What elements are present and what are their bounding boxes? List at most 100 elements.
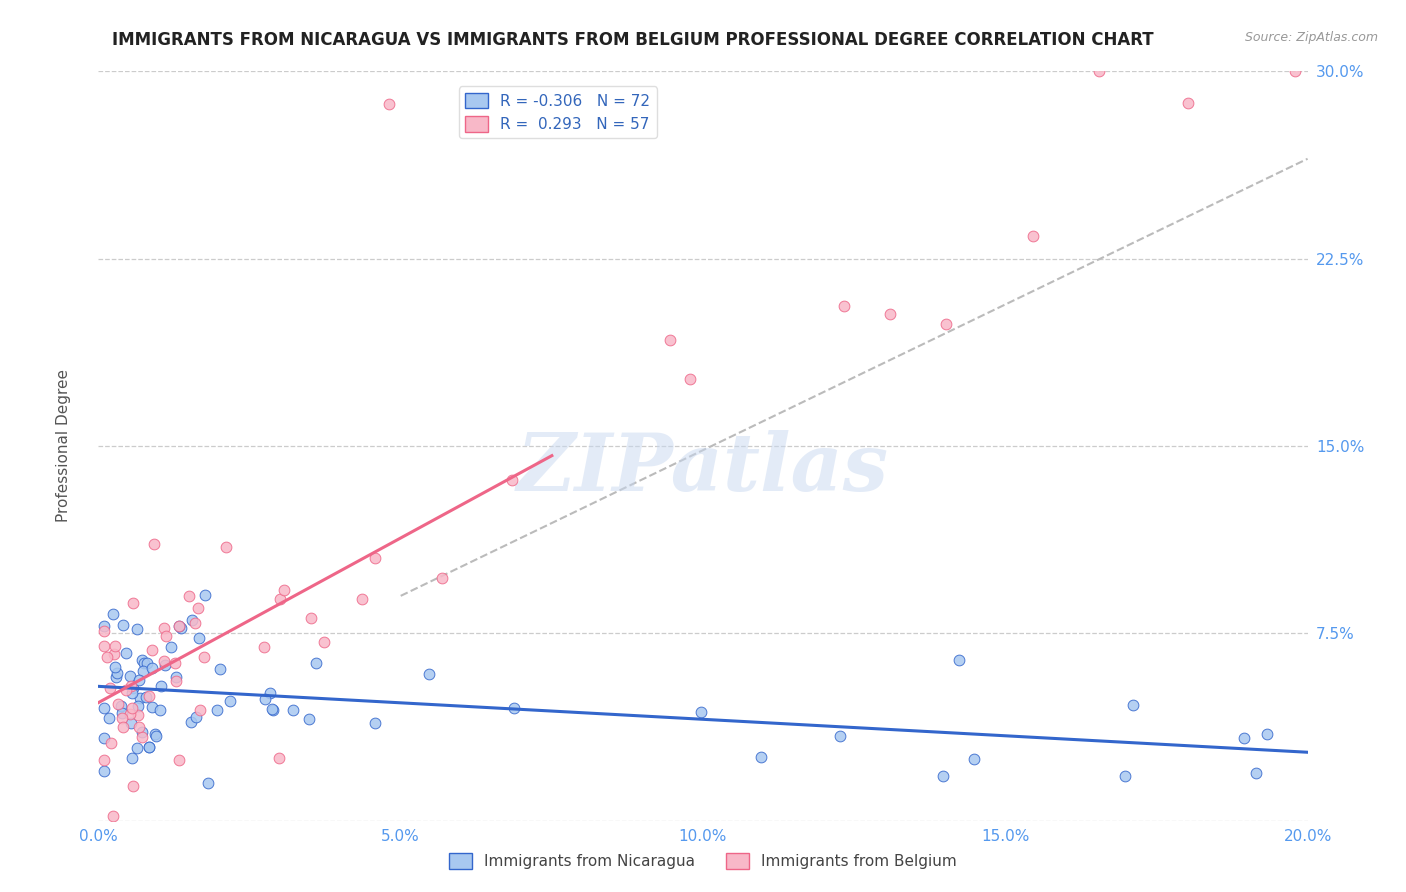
Point <box>205 703 228 717</box>
Point <box>127 698 149 713</box>
Point <box>1088 64 1111 78</box>
Point <box>160 640 183 655</box>
Point <box>262 702 284 716</box>
Point <box>170 621 193 635</box>
Point <box>136 656 159 670</box>
Point <box>281 703 304 717</box>
Point <box>270 591 292 606</box>
Point <box>153 658 176 673</box>
Point <box>350 592 373 607</box>
Text: ZIPatlas: ZIPatlas <box>517 430 889 508</box>
Point <box>120 679 142 693</box>
Point <box>114 646 136 660</box>
Point <box>125 622 148 636</box>
Point <box>138 689 160 703</box>
Point <box>948 653 970 667</box>
Point <box>165 674 187 689</box>
Point <box>1233 731 1256 746</box>
Point <box>141 700 163 714</box>
Point <box>118 669 141 683</box>
Point <box>104 639 127 653</box>
Point <box>103 647 125 661</box>
Point <box>131 731 153 745</box>
Point <box>932 769 955 783</box>
Point <box>121 715 143 730</box>
Point <box>115 682 138 697</box>
Point <box>188 631 211 645</box>
Point <box>193 650 215 665</box>
Point <box>93 764 115 778</box>
Point <box>305 656 328 670</box>
Point <box>128 673 150 687</box>
Point <box>165 671 187 685</box>
Point <box>879 307 901 321</box>
Point <box>312 635 335 649</box>
Point <box>145 729 167 743</box>
Point <box>169 619 191 633</box>
Point <box>143 537 166 551</box>
Point <box>138 740 160 755</box>
Point <box>153 620 176 634</box>
Point <box>93 639 115 653</box>
Point <box>120 706 142 721</box>
Point <box>101 607 124 622</box>
Point <box>299 611 322 625</box>
Point <box>298 712 321 726</box>
Point <box>96 649 118 664</box>
Point <box>194 588 217 602</box>
Point <box>132 665 155 679</box>
Point <box>155 629 177 643</box>
Point <box>127 741 149 756</box>
Point <box>1177 95 1199 110</box>
Point <box>1256 727 1278 741</box>
Point <box>107 666 129 681</box>
Point <box>690 705 713 719</box>
Point <box>184 615 207 630</box>
Point <box>122 779 145 793</box>
Point <box>97 711 120 725</box>
Point <box>104 660 127 674</box>
Point <box>93 624 115 638</box>
Point <box>149 702 172 716</box>
Point <box>134 657 156 671</box>
Point <box>186 601 208 615</box>
Point <box>259 686 281 700</box>
Point <box>93 753 115 767</box>
Point <box>364 550 387 565</box>
Point <box>177 590 200 604</box>
Legend: Immigrants from Nicaragua, Immigrants from Belgium: Immigrants from Nicaragua, Immigrants fr… <box>443 847 963 875</box>
Point <box>658 333 681 347</box>
Point <box>1246 765 1268 780</box>
Point <box>121 700 143 714</box>
Point <box>253 640 276 654</box>
Point <box>93 700 115 714</box>
Point <box>93 619 115 633</box>
Point <box>152 654 174 668</box>
Point <box>1284 64 1306 78</box>
Point <box>935 317 957 331</box>
Point <box>501 473 523 487</box>
Point <box>749 750 772 764</box>
Point <box>377 96 399 111</box>
Point <box>129 690 152 705</box>
Point <box>112 617 135 632</box>
Point <box>101 809 124 823</box>
Point <box>138 739 160 754</box>
Point <box>111 711 134 725</box>
Point <box>100 736 122 750</box>
Point <box>1122 698 1144 713</box>
Point <box>128 720 150 734</box>
Point <box>169 753 191 767</box>
Text: Source: ZipAtlas.com: Source: ZipAtlas.com <box>1244 31 1378 45</box>
Point <box>430 571 453 585</box>
Point <box>215 540 238 554</box>
Point <box>121 750 143 764</box>
Point <box>418 667 440 681</box>
Point <box>141 661 163 675</box>
Point <box>269 751 291 765</box>
Point <box>832 299 855 313</box>
Point <box>149 679 172 693</box>
Point <box>167 619 190 633</box>
Text: Professional Degree: Professional Degree <box>56 369 70 523</box>
Point <box>253 692 276 706</box>
